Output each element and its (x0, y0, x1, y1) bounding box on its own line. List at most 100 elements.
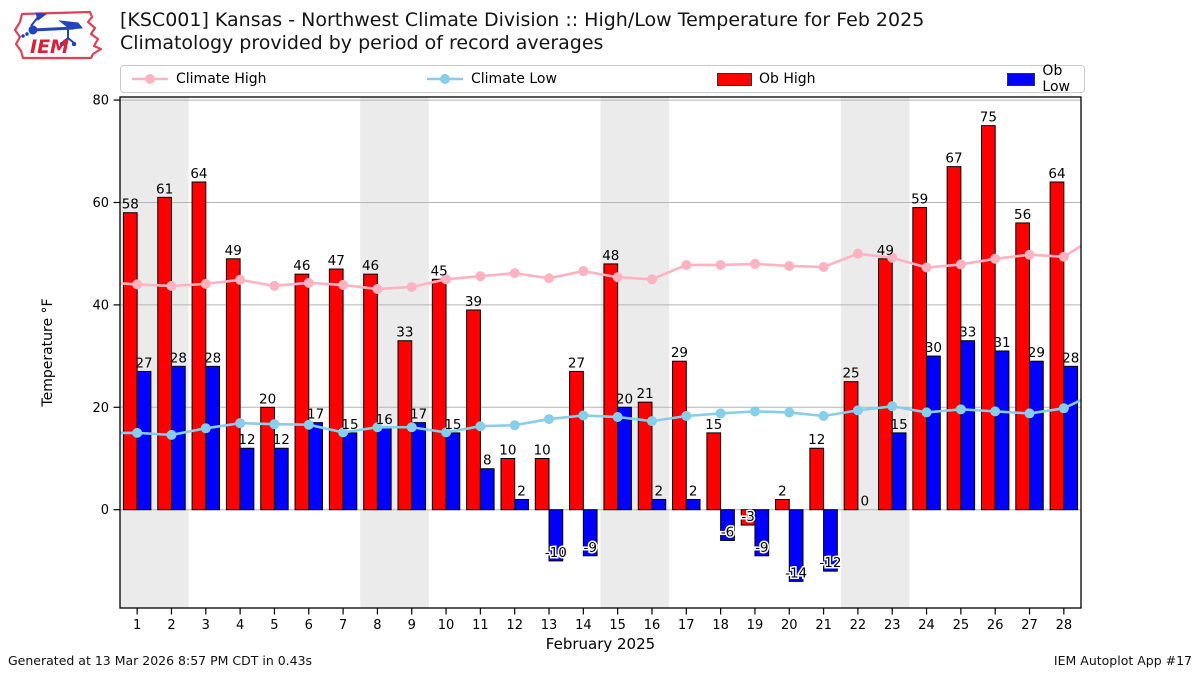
line-marker-day-5 (269, 280, 280, 291)
bar-label: 33 (396, 325, 413, 341)
x-tick-label: 13 (541, 618, 558, 633)
line-marker-day-27 (1024, 408, 1035, 419)
bar-day-7 (342, 432, 358, 511)
line-path (119, 244, 1082, 291)
bar-day-14 (582, 509, 598, 557)
bar-label: 2 (517, 483, 526, 499)
bar-day-18 (720, 509, 735, 541)
y-tick-label: 40 (92, 298, 109, 313)
generated-timestamp: Generated at 13 Mar 2026 8:57 PM CDT in … (8, 653, 313, 668)
bar-day-4 (225, 258, 241, 511)
bar-label: 59 (911, 192, 928, 208)
app-credit: IEM Autoplot App #17 (1053, 653, 1192, 668)
legend-label: Climate Low (471, 71, 557, 87)
bar-day-3 (191, 181, 207, 511)
bar-day-27 (1029, 360, 1044, 511)
bar-label: -6 (721, 524, 734, 540)
bar-day-26 (994, 350, 1010, 511)
x-tick-label: 28 (1056, 618, 1073, 633)
bar-label: 12 (273, 432, 290, 448)
line-path (120, 398, 1082, 437)
line-marker-day-19 (749, 406, 760, 417)
line-marker-day-23 (887, 252, 898, 263)
chart-legend: Climate High Climate Low Ob High Ob Low (120, 63, 1085, 95)
x-tick-label: 11 (472, 618, 489, 633)
bar-day-3 (205, 365, 221, 511)
bar-label: 2 (689, 483, 698, 499)
line-marker-day-9 (406, 281, 417, 292)
bar-label: 15 (444, 417, 461, 433)
chart-subtitle: Climatology provided by period of record… (120, 32, 604, 54)
line-marker-day-28 (1058, 251, 1069, 262)
bar-day-21 (823, 509, 838, 572)
bar-day-13 (548, 509, 564, 562)
x-tick-label: 18 (712, 618, 729, 633)
line-marker-day-17 (681, 410, 692, 421)
bar-day-21 (809, 447, 825, 511)
bar-day-16 (651, 498, 667, 511)
line-marker-day-12 (509, 268, 520, 279)
bar-label: 58 (122, 197, 139, 213)
line-marker-day-24 (921, 262, 932, 273)
bar-day-20 (788, 509, 804, 582)
bar-day-23 (891, 432, 907, 511)
line-marker-day-8 (372, 284, 383, 295)
bar-label: 15 (891, 417, 908, 433)
line-marker-day-3 (200, 423, 211, 434)
bar-day-26 (980, 125, 996, 511)
bar-label: 56 (1014, 207, 1031, 223)
x-tick-label: 5 (270, 618, 278, 633)
line-marker-day-2 (166, 429, 177, 440)
ob-high-bars (122, 125, 1065, 526)
line-marker-day-5 (269, 419, 280, 430)
bar-label: 49 (225, 243, 242, 259)
bar-day-24 (926, 355, 941, 511)
bar-day-27 (1015, 222, 1031, 511)
line-marker-day-10 (441, 274, 452, 285)
bar-label: 28 (1062, 350, 1079, 366)
x-tick-label: 15 (609, 618, 626, 633)
bar-label: 33 (959, 325, 976, 341)
ob-low-swatch-icon (1007, 72, 1036, 86)
bar-label: 29 (1028, 345, 1045, 361)
x-tick-label: 21 (815, 618, 832, 633)
bar-label: 46 (362, 258, 379, 274)
x-tick-label: 26 (987, 618, 1004, 633)
x-tick-label: 25 (953, 618, 970, 633)
bar-day-8 (376, 427, 392, 511)
x-tick-label: 4 (236, 618, 244, 633)
line-marker-day-17 (681, 259, 692, 270)
line-marker-day-12 (509, 420, 520, 431)
bar-day-25 (960, 340, 976, 511)
bar-day-25 (946, 166, 962, 511)
bar-label: 17 (410, 407, 427, 423)
bar-day-18 (706, 432, 722, 511)
x-tick-label: 8 (373, 618, 381, 633)
bar-label: 47 (328, 253, 345, 269)
bar-label: -9 (583, 540, 596, 556)
weekend-band (840, 97, 910, 608)
line-marker-day-25 (955, 404, 966, 415)
x-tick-label: 10 (438, 618, 455, 633)
line-marker-day-20 (784, 407, 795, 418)
line-marker-day-6 (303, 419, 314, 430)
line-marker-day-9 (406, 422, 417, 433)
y-axis: 0 20 40 60 80 Temperature °F (40, 94, 120, 518)
x-tick-label: 23 (884, 618, 901, 633)
line-marker-day-22 (852, 248, 863, 259)
x-tick-label: 22 (850, 618, 867, 633)
line-marker-day-13 (544, 414, 555, 425)
bar-day-7 (328, 268, 344, 511)
iowa-outline-icon (13, 10, 103, 60)
bar-day-5 (273, 447, 289, 511)
bar-label: 39 (465, 294, 482, 310)
y-tick-label: 60 (92, 196, 109, 211)
line-marker-day-20 (784, 260, 795, 271)
bar-label: 45 (431, 263, 448, 279)
line-marker-day-15 (612, 412, 623, 423)
bar-label: 15 (705, 417, 722, 433)
bar-label: -14 (785, 565, 807, 581)
